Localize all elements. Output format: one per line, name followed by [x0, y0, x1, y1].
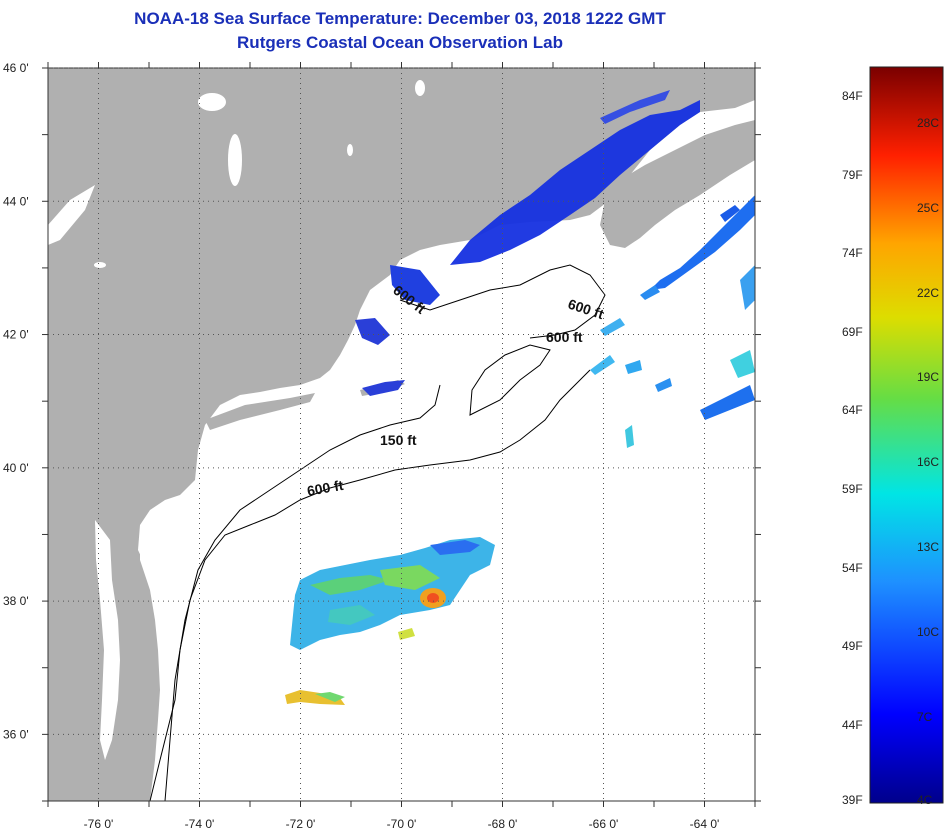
map-title: NOAA-18 Sea Surface Temperature: Decembe… [134, 9, 666, 28]
colorbar-f-label: 59F [842, 482, 863, 496]
sst-streak-3 [600, 318, 625, 336]
colorbar-c-label: 13C [917, 540, 940, 554]
sst-southern-patch-green [315, 692, 345, 702]
sst-streak-8 [625, 425, 634, 448]
sst-streak-2 [640, 285, 660, 300]
lake-1 [198, 93, 226, 111]
sst-streak-1 [720, 205, 740, 222]
sst-patch-green-1 [310, 575, 390, 595]
sst-streak-5 [740, 265, 755, 310]
colorbar-c-label: 10C [917, 624, 940, 639]
colorbar-f-label: 69F [842, 324, 863, 339]
colorbar-c-label: 16C [917, 455, 940, 470]
lon-tick-label: -72 0' [286, 817, 316, 831]
sst-warm-core-center [427, 593, 439, 603]
lon-tick-label: -66 0' [589, 817, 619, 831]
contour-label-5: 600 ft [306, 477, 345, 499]
colorbar-c-label: 25C [917, 200, 940, 215]
land-long-island [205, 393, 315, 430]
colorbar-f-label: 64F [842, 403, 863, 418]
colorbar-f-label: 84F [842, 89, 863, 103]
colorbar-f-label: 54F [842, 560, 863, 575]
colorbar-c-label: 7C [917, 709, 933, 724]
colorbar-f-label: 49F [842, 639, 863, 654]
colorbar-f-label: 74F [842, 246, 863, 261]
sst-patch-green-2 [380, 565, 440, 590]
lat-tick-label: 44 0' [3, 194, 29, 208]
contour-label-4: 150 ft [380, 432, 417, 448]
colorbar-c-label: 28C [917, 116, 940, 130]
sst-scotian-shelf [650, 195, 755, 290]
lake-4 [347, 144, 353, 156]
delaware-bay [138, 525, 150, 565]
sst-patch-yellow [398, 628, 415, 640]
axis-labels: 46 0' 44 0' 42 0' 40 0' 38 0' 36 0' -76 0' -74 … [3, 61, 761, 831]
sst-maine-coast [600, 90, 670, 124]
sst-massachusetts-bay [390, 265, 440, 305]
lake-2 [415, 80, 425, 96]
sst-streak-9 [655, 378, 672, 392]
colorbar-f-label: 39F [842, 793, 863, 807]
colorbar-f-label: 79F [842, 167, 863, 182]
contour-georges-bank [469, 344, 551, 416]
sst-gulf-of-maine [450, 100, 700, 265]
lake-champlain [228, 134, 242, 186]
sst-patch-teal [328, 605, 375, 625]
lon-tick-label: -76 0' [84, 817, 114, 831]
sst-streak-10 [625, 360, 642, 374]
lat-tick-label: 38 0' [3, 594, 29, 608]
lat-tick-label: 46 0' [3, 61, 29, 75]
colorbar-f-label: 44F [842, 717, 863, 732]
land-nova-scotia [600, 120, 755, 248]
land-north-america [48, 68, 755, 801]
contour-150ft [164, 384, 441, 801]
sst-streak-6 [700, 385, 755, 420]
colorbar-c-label: 22C [917, 285, 940, 300]
lon-tick-label: -70 0' [387, 817, 417, 831]
contour-gulf-of-maine [399, 264, 606, 339]
sst-cape-cod-bay [355, 318, 390, 345]
lon-tick-label: -74 0' [185, 817, 215, 831]
contour-label-3: 600 ft [546, 329, 583, 345]
chesapeake-bay [95, 520, 120, 760]
lat-tick-label: 42 0' [3, 328, 29, 342]
map-subtitle: Rutgers Coastal Ocean Observation Lab [237, 33, 563, 52]
colorbar-c-label: 4C [917, 793, 933, 807]
lake-3 [94, 262, 106, 268]
colorbar-c-label: 19C [917, 370, 940, 385]
graticule [48, 67, 755, 801]
sst-patch-blue [430, 540, 480, 555]
colorbar [869, 66, 944, 804]
contour-600ft-shelf-break [149, 369, 591, 801]
sst-ri-sound [362, 380, 405, 396]
sst-streak-7 [730, 350, 755, 378]
lon-tick-label: -64 0' [690, 817, 720, 831]
lat-tick-label: 36 0' [3, 727, 29, 741]
lake-ontario [48, 185, 95, 245]
sst-streak-4 [590, 355, 615, 375]
lon-tick-label: -68 0' [488, 817, 518, 831]
lat-tick-label: 40 0' [3, 461, 29, 475]
